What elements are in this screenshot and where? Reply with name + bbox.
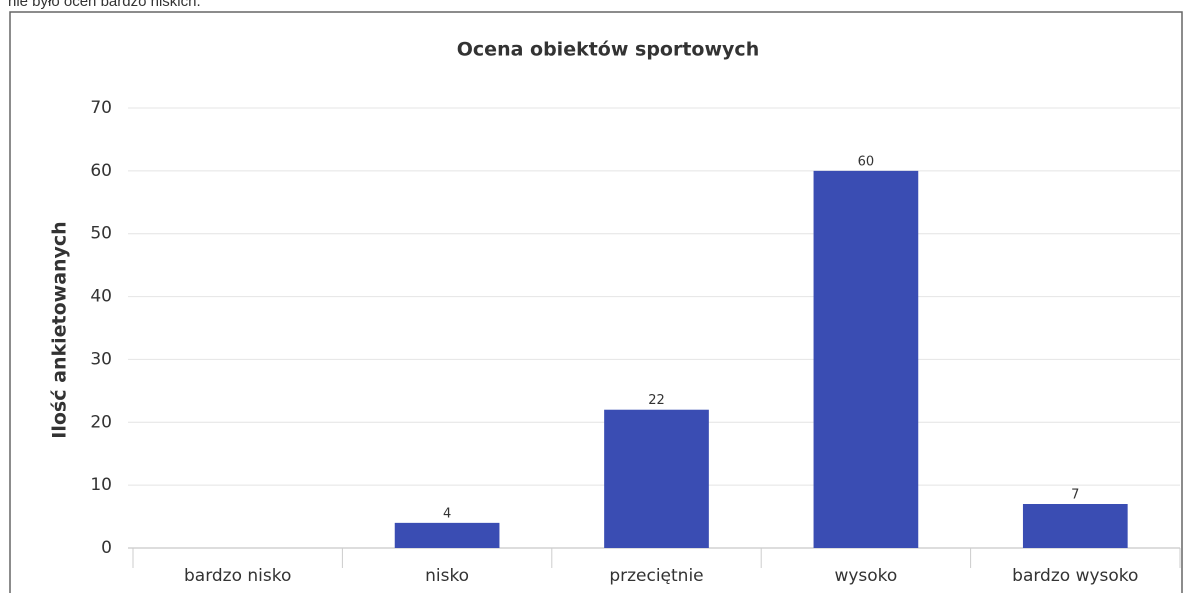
y-tick-label: 50: [90, 224, 112, 244]
y-tick-label: 0: [101, 538, 112, 558]
data-label: 22: [648, 393, 665, 408]
y-tick-label: 10: [90, 475, 112, 495]
x-tick-label: bardzo wysoko: [1012, 566, 1138, 586]
y-tick-label: 30: [90, 349, 112, 369]
x-tick-label: wysoko: [834, 566, 897, 586]
x-tick-label: bardzo nisko: [184, 566, 291, 586]
bar: [813, 170, 919, 548]
x-tick-label: przeciętnie: [609, 566, 703, 586]
y-tick-label: 40: [90, 287, 112, 307]
bar: [394, 522, 500, 548]
y-tick-label: 70: [90, 98, 112, 118]
data-label: 4: [443, 506, 451, 521]
document-text: nie było ocen bardzo niskich.: [8, 0, 201, 10]
bar: [604, 409, 709, 548]
data-label: 7: [1071, 488, 1079, 503]
chart-title: Ocena obiektów sportowych: [457, 39, 759, 61]
y-tick-label: 60: [90, 161, 112, 181]
data-label: 60: [858, 154, 875, 169]
bar: [1022, 504, 1128, 548]
chart-frame: [9, 11, 1183, 593]
y-tick-label: 20: [90, 412, 112, 432]
y-axis-label: Ilość ankietowanych: [49, 221, 71, 438]
x-tick-label: nisko: [425, 566, 469, 586]
